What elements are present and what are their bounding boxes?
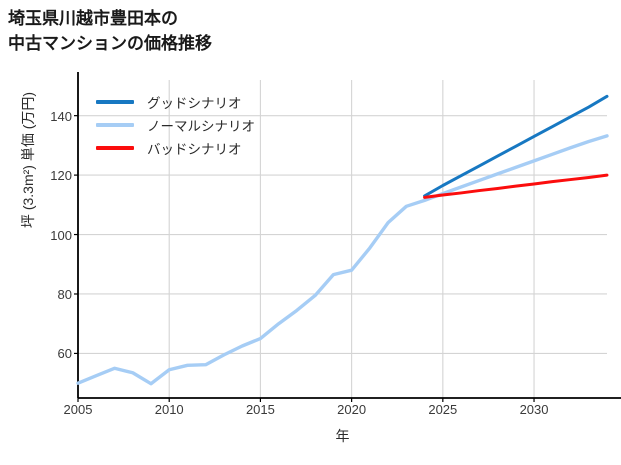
legend-swatch-good bbox=[96, 99, 134, 104]
legend-item-good[interactable]: グッドシナリオ bbox=[96, 90, 255, 113]
y-tick-label: 140 bbox=[50, 108, 72, 124]
chart-legend: グッドシナリオ ノーマルシナリオ バッドシナリオ bbox=[96, 90, 255, 159]
legend-item-normal[interactable]: ノーマルシナリオ bbox=[96, 113, 255, 136]
legend-item-bad[interactable]: バッドシナリオ bbox=[96, 136, 255, 159]
x-tick-label: 2010 bbox=[154, 402, 184, 417]
chart-title-line-1: 埼玉県川越市豊田本の bbox=[8, 9, 178, 28]
legend-swatch-bad bbox=[96, 145, 134, 150]
legend-label-good: グッドシナリオ bbox=[147, 95, 242, 111]
y-tick-label: 100 bbox=[50, 227, 72, 243]
series-line-bad bbox=[423, 173, 609, 199]
series-line-normal bbox=[76, 134, 609, 386]
legend-swatch-normal bbox=[96, 122, 134, 127]
series-line-good bbox=[423, 94, 609, 198]
y-tick-label: 80 bbox=[57, 286, 72, 302]
y-tick-label: 60 bbox=[57, 346, 72, 362]
legend-label-bad: バッドシナリオ bbox=[147, 141, 242, 157]
x-axis-label: 年 bbox=[335, 428, 350, 444]
x-tick-label: 2015 bbox=[245, 402, 275, 417]
y-tick-label: 120 bbox=[50, 168, 72, 184]
chart-title-line-2: 中古マンションの価格推移 bbox=[8, 34, 212, 53]
x-tick-label: 2005 bbox=[63, 402, 93, 417]
x-tick-label: 2025 bbox=[428, 402, 458, 417]
x-tick-label: 2030 bbox=[519, 402, 549, 417]
legend-label-normal: ノーマルシナリオ bbox=[147, 118, 255, 134]
chart-title: 埼玉県川越市豊田本の中古マンションの価格推移 bbox=[8, 6, 212, 56]
x-tick-label: 2020 bbox=[337, 402, 367, 417]
